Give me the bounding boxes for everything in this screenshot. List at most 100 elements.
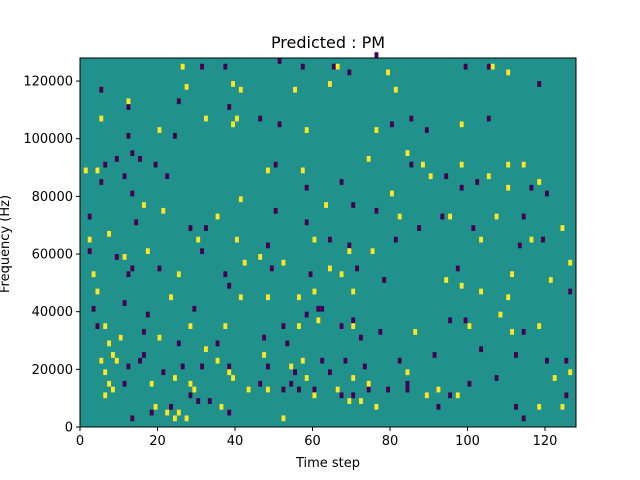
- heatmap-cell-high: [339, 271, 344, 278]
- heatmap-cell-low: [258, 380, 263, 387]
- heatmap-cell-low: [266, 363, 270, 370]
- heatmap-cell-high: [459, 121, 464, 128]
- heatmap-cell-low: [467, 380, 472, 387]
- heatmap-cell-high: [328, 265, 332, 272]
- heatmap-cell-high: [192, 386, 197, 393]
- heatmap-cell-low: [382, 277, 387, 283]
- heatmap-cell-low: [409, 115, 414, 122]
- heatmap-cell-low: [300, 63, 305, 70]
- heatmap-cell-low: [328, 236, 332, 243]
- heatmap-cell-low: [130, 265, 135, 272]
- heatmap-cell-high: [118, 334, 123, 341]
- x-tick-label: 60: [304, 434, 321, 449]
- heatmap-cell-low: [351, 392, 356, 399]
- heatmap-cell-high: [347, 398, 352, 404]
- heatmap-cell-low: [277, 121, 282, 128]
- heatmap-cell-high: [506, 294, 511, 301]
- heatmap-cell-low: [351, 202, 356, 208]
- heatmap-cell-low: [386, 386, 391, 393]
- heatmap-cell-high: [300, 167, 305, 174]
- heatmap-cell-high: [266, 294, 270, 301]
- heatmap-cell-high: [188, 323, 193, 329]
- plot-area: [79, 52, 577, 428]
- heatmap-cell-low: [355, 265, 360, 272]
- heatmap-cell-low: [200, 248, 205, 255]
- heatmap-cell-high: [312, 392, 317, 399]
- heatmap-cell-high: [498, 311, 503, 318]
- heatmap-cell-high: [347, 248, 352, 255]
- heatmap-cell-high: [173, 375, 177, 381]
- heatmap-cell-high: [428, 173, 433, 180]
- heatmap-cell-low: [362, 363, 367, 370]
- heatmap-cell-high: [448, 213, 453, 220]
- heatmap-cell-low: [165, 173, 170, 180]
- heatmap-cell-low: [204, 225, 208, 231]
- heatmap-cell-high: [397, 213, 402, 220]
- heatmap-cell-low: [192, 305, 197, 312]
- heatmap-cell-high: [467, 323, 472, 329]
- heatmap-cell-low: [126, 132, 131, 139]
- heatmap-cell-high: [393, 86, 398, 93]
- heatmap-cell-low: [130, 415, 135, 422]
- heatmap-cell-high: [370, 248, 375, 255]
- heatmap-cell-low: [95, 323, 100, 329]
- heatmap-cell-high: [529, 236, 534, 243]
- heatmap-cell-low: [393, 236, 398, 243]
- x-tick-label: 80: [382, 434, 399, 449]
- heatmap-cell-low: [568, 288, 573, 295]
- heatmap-cell-low: [564, 357, 569, 364]
- x-tick-label: 20: [149, 434, 166, 449]
- heatmap-cell-low: [529, 184, 534, 191]
- heatmap-cell-high: [506, 69, 511, 76]
- heatmap-cell-low: [359, 334, 363, 341]
- y-tick-label: 0: [65, 421, 73, 436]
- heatmap-cell-low: [397, 357, 402, 364]
- heatmap-cell-high: [390, 190, 394, 197]
- heatmap-cell-high: [289, 363, 294, 370]
- y-axis-label: Frequency (Hz): [0, 195, 13, 293]
- heatmap-cell-high: [87, 236, 92, 243]
- y-tick-label: 40000: [32, 305, 73, 320]
- chart-title: Predicted : PM: [271, 33, 385, 52]
- heatmap-cell-high: [223, 323, 228, 329]
- heatmap-cell-high: [359, 398, 363, 404]
- heatmap-cell-high: [413, 328, 418, 335]
- heatmap-cell-high: [486, 173, 491, 180]
- heatmap-cell-low: [347, 242, 352, 249]
- heatmap-cell-high: [122, 254, 127, 260]
- heatmap-cell-low: [432, 352, 437, 358]
- heatmap-cell-high: [176, 409, 181, 416]
- heatmap-cell-high: [552, 375, 557, 381]
- heatmap-cell-high: [455, 392, 460, 399]
- heatmap-cell-low: [328, 369, 332, 376]
- heatmap-cell-high: [351, 288, 356, 295]
- heatmap-cell-high: [91, 271, 96, 278]
- heatmap-cell-high: [231, 121, 236, 128]
- heatmap-cell-low: [517, 242, 522, 249]
- heatmap-cell-high: [142, 202, 146, 208]
- heatmap-cell-low: [87, 248, 92, 255]
- heatmap-cell-high: [161, 207, 166, 214]
- heatmap-cell-low: [440, 213, 445, 220]
- heatmap-cell-high: [83, 167, 88, 174]
- heatmap-cell-high: [173, 415, 177, 422]
- heatmap-cell-low: [99, 86, 104, 93]
- x-tick-label: 40: [227, 434, 244, 449]
- heatmap-cell-low: [176, 340, 181, 347]
- heatmap-cell-high: [374, 127, 379, 133]
- heatmap-cell-high: [351, 323, 356, 329]
- heatmap-cell-low: [564, 392, 569, 399]
- heatmap-cell-high: [444, 277, 449, 283]
- heatmap-cell-high: [506, 161, 511, 168]
- heatmap-cell-low: [180, 363, 185, 370]
- heatmap-cell-high: [99, 115, 104, 122]
- heatmap-cell-low: [486, 115, 491, 122]
- y-tick-label: 100000: [23, 132, 73, 147]
- heatmap-cell-low: [285, 340, 290, 347]
- heatmap-cell-low: [316, 305, 321, 312]
- heatmap-cell-low: [351, 317, 356, 324]
- heatmap-cell-high: [145, 248, 150, 255]
- heatmap-cell-low: [277, 58, 282, 64]
- heatmap-cell-high: [231, 81, 236, 87]
- heatmap-cell-low: [266, 242, 270, 249]
